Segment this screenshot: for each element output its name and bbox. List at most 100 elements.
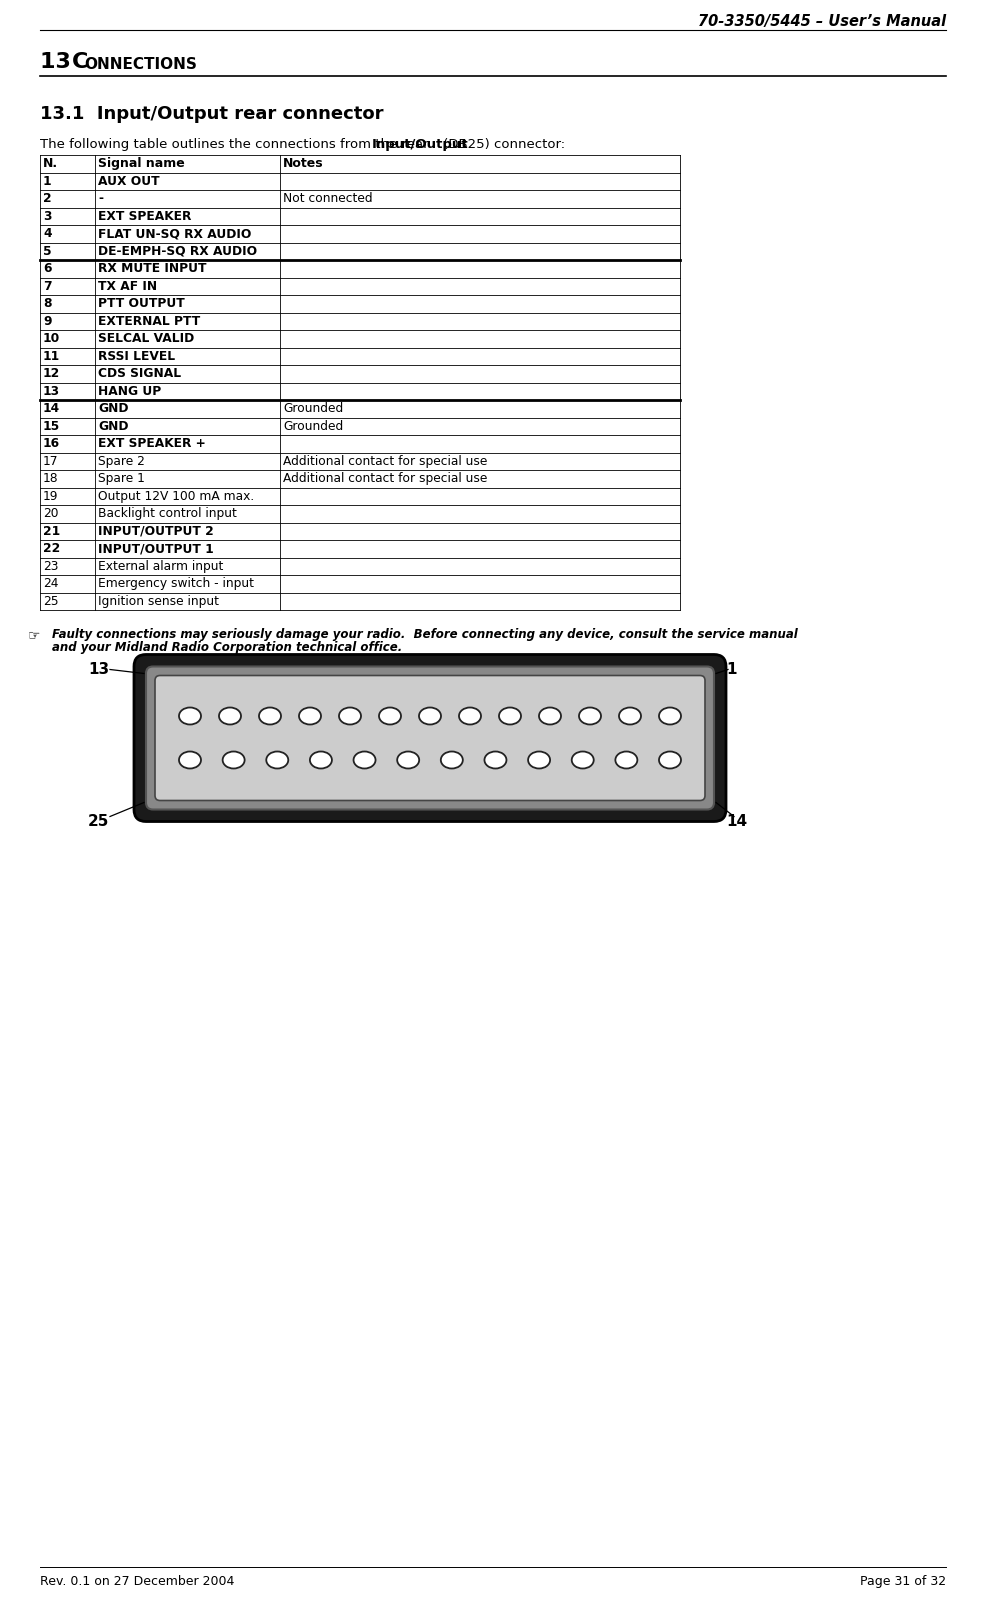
Text: Signal name: Signal name xyxy=(98,157,184,171)
Text: Page 31 of 32: Page 31 of 32 xyxy=(860,1575,946,1587)
Text: Additional contact for special use: Additional contact for special use xyxy=(283,473,487,485)
Text: 1: 1 xyxy=(726,663,737,677)
Ellipse shape xyxy=(219,707,241,725)
Ellipse shape xyxy=(659,752,681,768)
Text: Grounded: Grounded xyxy=(283,402,343,415)
Ellipse shape xyxy=(266,752,288,768)
Text: AUX OUT: AUX OUT xyxy=(98,174,160,188)
Text: -: - xyxy=(98,192,103,206)
Ellipse shape xyxy=(572,752,594,768)
Text: Not connected: Not connected xyxy=(283,192,373,206)
Ellipse shape xyxy=(539,707,561,725)
Ellipse shape xyxy=(619,707,641,725)
Text: 7: 7 xyxy=(43,279,51,292)
Text: Spare 2: Spare 2 xyxy=(98,455,145,468)
Text: 2: 2 xyxy=(43,192,51,206)
Text: GND: GND xyxy=(98,420,128,433)
Ellipse shape xyxy=(499,707,521,725)
Text: 3: 3 xyxy=(43,209,51,222)
Text: 14: 14 xyxy=(43,402,60,415)
Text: RX MUTE INPUT: RX MUTE INPUT xyxy=(98,262,206,275)
Text: ONNECTIONS: ONNECTIONS xyxy=(84,57,197,72)
Text: 4: 4 xyxy=(43,227,51,240)
Ellipse shape xyxy=(659,707,681,725)
Ellipse shape xyxy=(223,752,245,768)
Text: Emergency switch - input: Emergency switch - input xyxy=(98,577,254,591)
Text: 9: 9 xyxy=(43,315,51,327)
Text: Faulty connections may seriously damage your radio.  Before connecting any devic: Faulty connections may seriously damage … xyxy=(52,628,798,640)
Ellipse shape xyxy=(354,752,376,768)
Ellipse shape xyxy=(179,752,201,768)
Text: 15: 15 xyxy=(43,420,60,433)
Ellipse shape xyxy=(441,752,462,768)
Text: 12: 12 xyxy=(43,367,60,380)
Ellipse shape xyxy=(397,752,419,768)
Text: CDS SIGNAL: CDS SIGNAL xyxy=(98,367,181,380)
Text: INPUT/OUTPUT 2: INPUT/OUTPUT 2 xyxy=(98,525,214,538)
Text: 6: 6 xyxy=(43,262,51,275)
Text: Spare 1: Spare 1 xyxy=(98,473,145,485)
Text: 25: 25 xyxy=(88,813,109,829)
Ellipse shape xyxy=(259,707,281,725)
Text: Output 12V 100 mA max.: Output 12V 100 mA max. xyxy=(98,490,254,503)
Text: Ignition sense input: Ignition sense input xyxy=(98,594,219,608)
Text: DE-EMPH-SQ RX AUDIO: DE-EMPH-SQ RX AUDIO xyxy=(98,244,257,257)
Text: ☞: ☞ xyxy=(28,628,40,642)
Text: External alarm input: External alarm input xyxy=(98,561,224,573)
Text: and your Midland Radio Corporation technical office.: and your Midland Radio Corporation techn… xyxy=(52,640,402,655)
Ellipse shape xyxy=(310,752,332,768)
Text: Notes: Notes xyxy=(283,157,323,171)
Text: EXT SPEAKER +: EXT SPEAKER + xyxy=(98,438,206,450)
Text: GND: GND xyxy=(98,402,128,415)
Text: 22: 22 xyxy=(43,543,60,556)
Text: Additional contact for special use: Additional contact for special use xyxy=(283,455,487,468)
Text: 17: 17 xyxy=(43,455,58,468)
Text: EXTERNAL PTT: EXTERNAL PTT xyxy=(98,315,200,327)
Text: HANG UP: HANG UP xyxy=(98,385,162,398)
FancyBboxPatch shape xyxy=(155,676,705,800)
Text: 13.1  Input/Output rear connector: 13.1 Input/Output rear connector xyxy=(40,105,384,123)
Text: N.: N. xyxy=(43,157,58,171)
Ellipse shape xyxy=(579,707,601,725)
Text: 16: 16 xyxy=(43,438,60,450)
Text: EXT SPEAKER: EXT SPEAKER xyxy=(98,209,191,222)
Text: The following table outlines the connections from the rear: The following table outlines the connect… xyxy=(40,137,433,152)
Text: PTT OUTPUT: PTT OUTPUT xyxy=(98,297,184,310)
Text: 5: 5 xyxy=(43,244,51,257)
Text: 11: 11 xyxy=(43,350,60,363)
Ellipse shape xyxy=(379,707,401,725)
Text: C: C xyxy=(72,53,89,72)
Text: 25: 25 xyxy=(43,594,58,608)
Text: 19: 19 xyxy=(43,490,58,503)
Text: Input/Output: Input/Output xyxy=(372,137,468,152)
Text: Grounded: Grounded xyxy=(283,420,343,433)
Text: 10: 10 xyxy=(43,332,60,345)
Text: Backlight control input: Backlight control input xyxy=(98,508,237,521)
Text: INPUT/OUTPUT 1: INPUT/OUTPUT 1 xyxy=(98,543,214,556)
Ellipse shape xyxy=(419,707,441,725)
Text: 14: 14 xyxy=(726,813,747,829)
Text: 70-3350/5445 – User’s Manual: 70-3350/5445 – User’s Manual xyxy=(698,14,946,29)
Text: 13: 13 xyxy=(40,53,79,72)
FancyBboxPatch shape xyxy=(146,666,714,810)
Ellipse shape xyxy=(179,707,201,725)
Text: FLAT UN-SQ RX AUDIO: FLAT UN-SQ RX AUDIO xyxy=(98,227,251,240)
Text: 13: 13 xyxy=(88,663,109,677)
Ellipse shape xyxy=(299,707,321,725)
Ellipse shape xyxy=(615,752,637,768)
Text: TX AF IN: TX AF IN xyxy=(98,279,157,292)
Ellipse shape xyxy=(528,752,550,768)
Text: 13: 13 xyxy=(43,385,60,398)
FancyBboxPatch shape xyxy=(134,655,726,821)
Text: 21: 21 xyxy=(43,525,60,538)
Text: 8: 8 xyxy=(43,297,51,310)
Ellipse shape xyxy=(339,707,361,725)
Text: 20: 20 xyxy=(43,508,58,521)
Ellipse shape xyxy=(459,707,481,725)
Text: SELCAL VALID: SELCAL VALID xyxy=(98,332,194,345)
Text: (DB25) connector:: (DB25) connector: xyxy=(439,137,565,152)
Text: Rev. 0.1 on 27 December 2004: Rev. 0.1 on 27 December 2004 xyxy=(40,1575,235,1587)
Ellipse shape xyxy=(484,752,507,768)
Text: 18: 18 xyxy=(43,473,58,485)
Text: RSSI LEVEL: RSSI LEVEL xyxy=(98,350,176,363)
